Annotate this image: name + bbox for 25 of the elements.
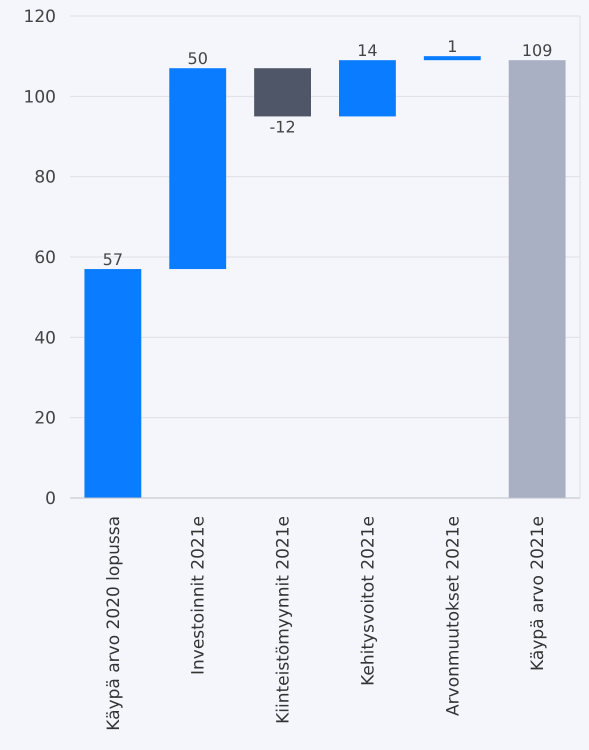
x-tick-label: Investoinnit 2021e <box>188 516 209 676</box>
x-tick-label: Käypä arvo 2020 lopussa <box>104 516 124 731</box>
y-tick-label: 20 <box>34 408 56 429</box>
y-tick-label: 120 <box>24 7 56 27</box>
y-tick-label: 60 <box>34 248 56 268</box>
y-tick-label: 40 <box>34 328 56 348</box>
data-label: -12 <box>270 117 296 136</box>
x-tick-label: Kiinteistömyynnit 2021e <box>274 516 294 724</box>
bar <box>508 60 566 498</box>
data-label: 1 <box>447 37 458 56</box>
data-label: 14 <box>357 41 378 60</box>
bar <box>339 60 396 116</box>
data-label: 109 <box>522 41 552 60</box>
y-tick-label: 0 <box>45 489 56 509</box>
bar <box>254 68 311 116</box>
y-tick-label: 100 <box>24 87 56 108</box>
data-label: 50 <box>188 49 208 68</box>
x-tick-label: Arvonmuutokset 2021e <box>443 516 464 716</box>
y-tick-label: 80 <box>34 168 56 188</box>
x-tick-label: Kehitysvoitot 2021e <box>358 516 378 686</box>
bar <box>424 56 481 60</box>
bar <box>169 68 226 270</box>
bar <box>84 269 142 498</box>
x-tick-label: Käypä arvo 2021e <box>528 516 548 671</box>
data-label: 57 <box>102 250 124 270</box>
